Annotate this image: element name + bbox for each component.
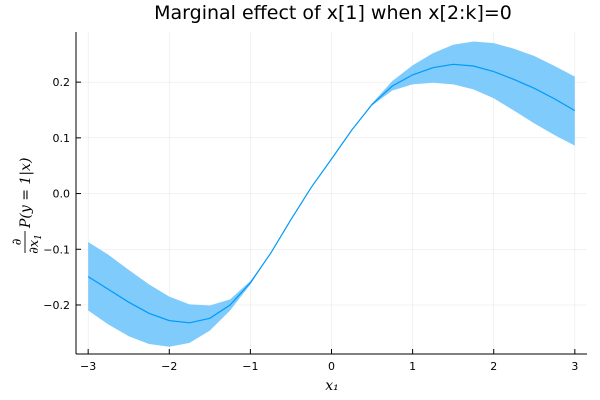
x-ticks: −3 −2 −1 0 1 2 3 [80,349,578,373]
series-line [87,63,576,324]
y-tick-label-4: 0.2 [53,76,71,89]
y-tick-label-0: −0.2 [43,299,70,312]
y-label-denominator-symbol: ∂x [27,239,42,254]
x-tick-label-0: −3 [80,360,96,373]
x-tick-label-6: 3 [571,360,578,373]
y-ticks: −0.2 −0.1 0.0 0.1 0.2 [43,76,81,312]
y-axis-label: ∂ ∂x1 P(y = 1|x) [10,158,44,254]
x-tick-label-3: 0 [328,360,335,373]
y-label-numerator: ∂ [10,238,25,245]
y-label-denominator: ∂x1 [27,234,44,254]
x-tick-label-2: −1 [242,360,258,373]
y-tick-label-3: 0.1 [53,132,71,145]
y-tick-label-1: −0.1 [43,243,70,256]
chart-title: Marginal effect of x[1] when x[2:k]=0 [154,2,512,24]
x-tick-label-1: −2 [161,360,177,373]
x-axis-label: x₁ [325,378,339,394]
y-label-expression: P(y = 1|x) [18,158,34,229]
y-label-denominator-sub: 1 [34,234,44,240]
confidence-band [88,41,575,347]
x-tick-label-5: 2 [490,360,497,373]
y-tick-label-2: 0.0 [53,188,71,201]
x-tick-label-4: 1 [409,360,416,373]
